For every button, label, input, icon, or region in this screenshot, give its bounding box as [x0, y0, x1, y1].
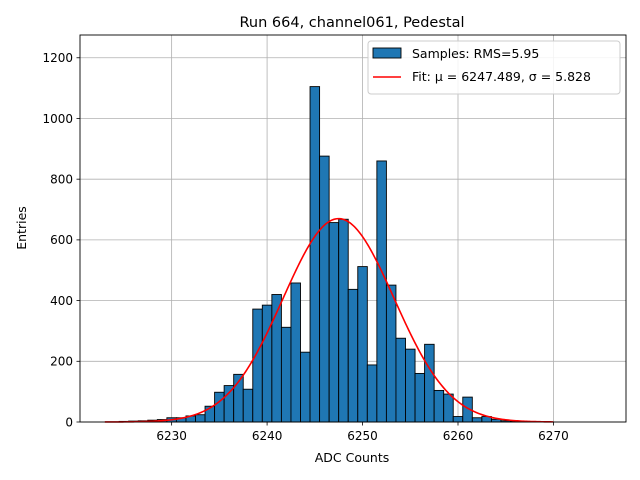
histogram-bar	[471, 417, 483, 423]
y-tick-label: 600	[50, 233, 73, 247]
histogram-bar	[261, 304, 273, 423]
histogram-bar	[443, 393, 454, 423]
x-tick-label: 6260	[443, 429, 474, 443]
histogram-bar	[395, 337, 406, 423]
histogram-bar	[309, 86, 321, 423]
y-axis-ticks: 0 200 400 600 800 1000 1200	[42, 51, 80, 429]
x-axis-ticks: 6230 6240 6250 6260 6270	[156, 422, 569, 443]
x-tick-label: 6250	[347, 429, 378, 443]
histogram-bar	[319, 155, 330, 423]
fit-curve	[104, 217, 554, 423]
y-axis-label: Entries	[14, 206, 29, 250]
histogram-bar	[280, 326, 292, 423]
legend-swatch-samples	[372, 47, 402, 59]
histogram-bar	[223, 385, 235, 423]
legend: Samples: RMS=5.95 Fit: μ = 6247.489, σ =…	[367, 40, 621, 95]
histogram-bar	[357, 266, 368, 423]
histogram-bar	[433, 389, 445, 423]
y-tick-label: 1000	[42, 112, 73, 126]
x-tick-label: 6240	[252, 429, 283, 443]
histogram-bar	[328, 222, 340, 423]
histogram-bar	[214, 391, 225, 423]
histogram-bar	[300, 351, 311, 423]
x-tick-label: 6230	[156, 429, 187, 443]
legend-label-fit: Fit: μ = 6247.489, σ = 5.828	[412, 69, 591, 84]
legend-box	[367, 40, 621, 95]
y-tick-label: 400	[50, 294, 73, 308]
histogram-bar	[338, 218, 349, 423]
plot-frame	[79, 34, 627, 423]
chart-title: Run 664, channel061, Pedestal	[239, 15, 464, 31]
x-axis-label: ADC Counts	[315, 450, 390, 465]
histogram-bar	[385, 284, 397, 423]
histogram-bar	[252, 308, 263, 423]
histogram-bar	[452, 416, 464, 423]
histogram-bar	[424, 343, 435, 423]
histogram-bar	[290, 282, 301, 423]
y-tick-label: 800	[50, 172, 73, 186]
histogram-bar	[376, 160, 387, 423]
legend-label-samples: Samples: RMS=5.95	[412, 46, 539, 61]
histogram-bar	[414, 372, 426, 423]
y-tick-label: 200	[50, 355, 73, 369]
histogram-bar	[366, 364, 378, 423]
histogram-bar	[405, 348, 416, 423]
histogram-bar	[347, 288, 359, 423]
y-tick-label: 1200	[42, 51, 73, 65]
y-tick-label: 0	[65, 415, 73, 429]
histogram-bars	[118, 86, 540, 423]
histogram-bar	[195, 414, 206, 423]
x-tick-label: 6270	[538, 429, 569, 443]
histogram-bar	[242, 388, 254, 423]
